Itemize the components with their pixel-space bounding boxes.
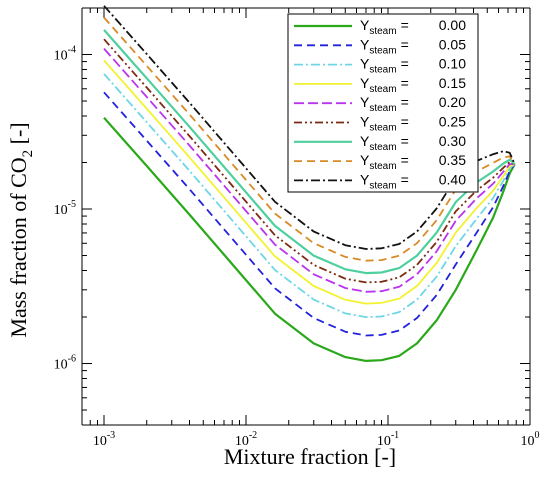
y-axis-label-subscript: 2 xyxy=(20,150,36,158)
legend-label: Ysteam = xyxy=(360,133,409,153)
x-tick-label: 10-3 xyxy=(93,430,115,449)
y-axis-label: Mass fraction of CO2 [-] xyxy=(6,122,36,337)
series-lines xyxy=(103,5,516,362)
legend-value: 0.20 xyxy=(439,94,466,110)
legend-value: 0.05 xyxy=(439,36,466,52)
series-line-0.05 xyxy=(103,91,516,337)
series-line-0.40 xyxy=(103,5,516,250)
series-line-0.35 xyxy=(103,16,516,262)
y-axis-label-suffix: [-] xyxy=(6,122,31,149)
legend-label: Ysteam = xyxy=(360,56,409,76)
legend-label: Ysteam = xyxy=(360,75,409,95)
legend-value: 0.10 xyxy=(439,56,466,72)
series-line-0.20 xyxy=(103,48,515,293)
legend-value: 0.25 xyxy=(439,114,466,130)
series-line-0.00 xyxy=(103,116,516,362)
legend-label: Ysteam = xyxy=(360,94,409,114)
y-tick-label: 10-6 xyxy=(54,354,76,373)
legend: Ysteam = 0.00 Ysteam = 0.05 Ysteam = 0.10 Ysteam =… xyxy=(287,13,479,193)
x-major-ticks: 10-3 10-2 10-1 100 xyxy=(93,8,540,449)
x-tick-label: 100 xyxy=(521,430,540,449)
x-minor-ticks xyxy=(89,8,525,425)
series-line-0.30 xyxy=(103,29,516,275)
legend-value: 0.40 xyxy=(439,171,466,187)
legend-label: Ysteam = xyxy=(360,171,409,191)
legend-value: 0.00 xyxy=(439,17,466,33)
legend-label: Ysteam = xyxy=(360,114,409,134)
y-major-ticks: 10-6 10-5 10-4 xyxy=(54,45,530,373)
y-tick-label: 10-5 xyxy=(54,199,76,218)
legend-label: Ysteam = xyxy=(360,152,409,172)
legend-value: 0.15 xyxy=(439,75,466,91)
legend-value: 0.35 xyxy=(439,152,466,168)
y-tick-label: 10-4 xyxy=(54,45,76,64)
y-minor-ticks xyxy=(82,61,530,411)
legend-value: 0.30 xyxy=(439,133,466,149)
series-line-0.25 xyxy=(103,38,516,284)
legend-label: Ysteam = xyxy=(360,36,409,56)
series-line-0.15 xyxy=(103,59,516,305)
x-tick-label: 10-1 xyxy=(377,430,399,449)
legend-items: Ysteam = 0.00 Ysteam = 0.05 Ysteam = 0.10 Ysteam =… xyxy=(294,17,466,191)
x-axis-label: Mixture fraction [-] xyxy=(224,444,396,469)
y-axis-label-main: Mass fraction of CO xyxy=(6,157,31,337)
x-tick-label: 10-2 xyxy=(235,430,257,449)
legend-box xyxy=(287,13,479,193)
legend-label: Ysteam = xyxy=(360,17,409,37)
series-line-0.10 xyxy=(103,73,516,319)
